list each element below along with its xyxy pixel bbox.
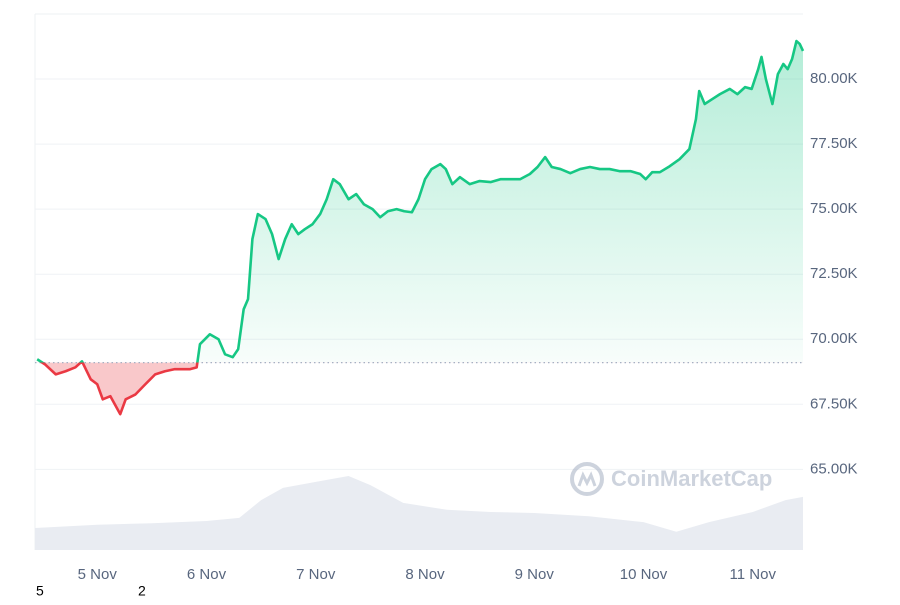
watermark-text: CoinMarketCap: [611, 466, 772, 491]
watermark: CoinMarketCap: [570, 462, 772, 496]
y-tick-label: 77.50K: [810, 135, 858, 152]
y-tick-label: 65.00K: [810, 460, 858, 477]
x-tick-label: 5 Nov: [78, 566, 118, 583]
watermark-logo-mark: [577, 471, 597, 487]
x-tick-label: 10 Nov: [620, 566, 668, 583]
y-tick-label: 72.50K: [810, 265, 858, 282]
footer-label: 5: [36, 583, 44, 599]
y-tick-label: 67.50K: [810, 395, 858, 412]
x-tick-label: 6 Nov: [187, 566, 227, 583]
watermark-logo: [570, 462, 604, 496]
price-line: [36, 39, 805, 416]
volume-area: [35, 476, 803, 550]
x-tick-label: 9 Nov: [515, 566, 555, 583]
y-tick-label: 80.00K: [810, 70, 858, 87]
price-area: [37, 41, 803, 415]
y-tick-label: 70.00K: [810, 330, 858, 347]
footer-label: 2: [138, 583, 146, 599]
y-tick-label: 75.00K: [810, 200, 858, 217]
x-tick-label: 8 Nov: [405, 566, 445, 583]
x-tick-label: 11 Nov: [730, 566, 777, 583]
x-tick-label: 7 Nov: [296, 566, 336, 583]
